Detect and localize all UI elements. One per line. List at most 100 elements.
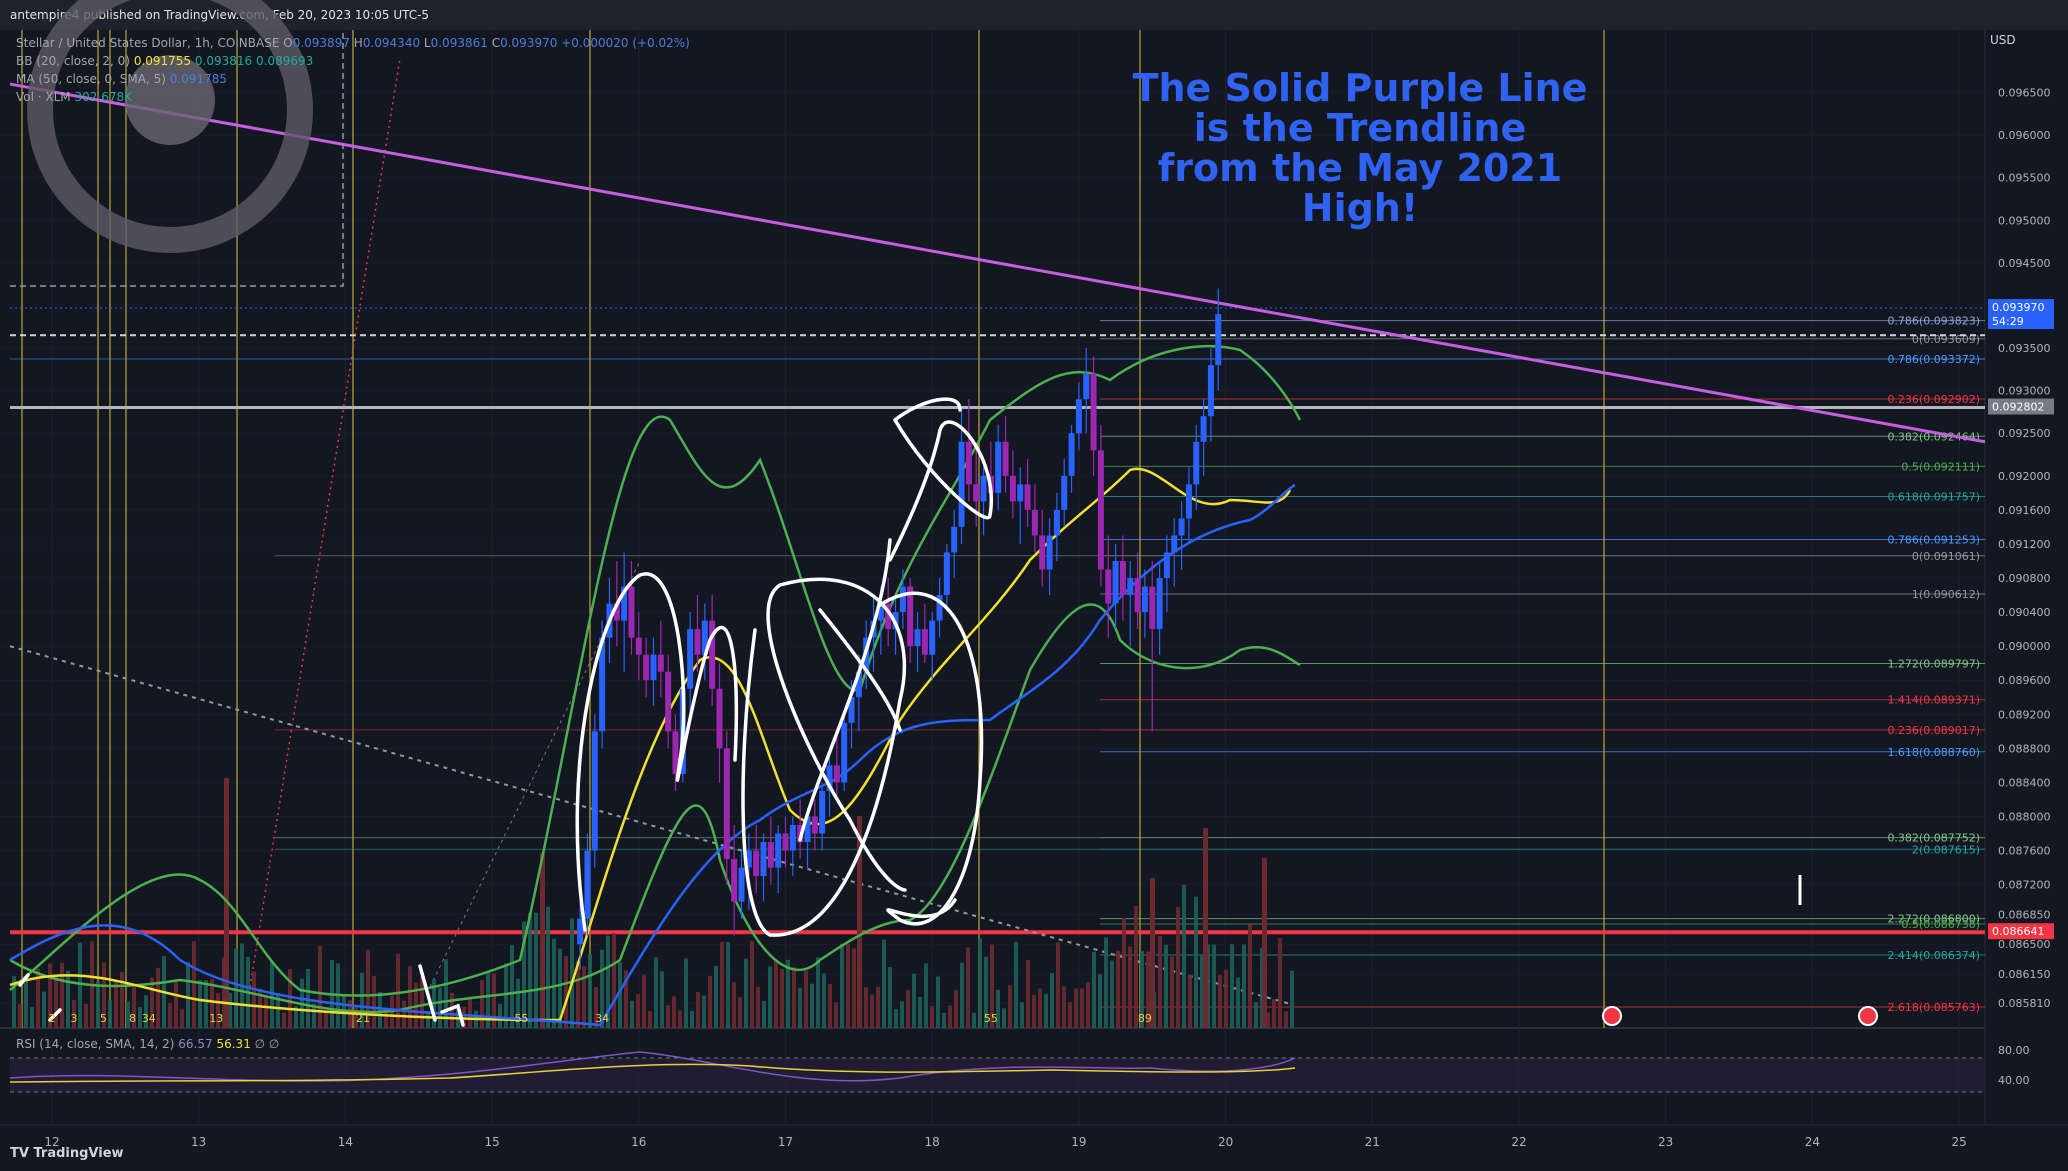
price-tick-label: 0.089200	[1998, 708, 2051, 721]
candle-body	[841, 722, 848, 783]
candle-body	[687, 629, 694, 689]
candle-body	[1200, 416, 1207, 442]
ma-label: MA (50, close, 0, SMA, 5)	[16, 72, 166, 86]
symbol-row[interactable]: Stellar / United States Dollar, 1h, COIN…	[16, 36, 690, 50]
volume-bar	[1008, 985, 1012, 1028]
volume-bar	[846, 943, 850, 1028]
volume-bar	[360, 972, 364, 1028]
volume-bar	[930, 1006, 934, 1028]
price-tag-label: 0.093970	[1992, 301, 2045, 314]
candle-body	[1149, 586, 1156, 630]
volume-bar	[540, 853, 545, 1028]
fib-level-label: 1.618(0.088760)	[1887, 746, 1980, 759]
candle-body	[701, 620, 708, 655]
rsi-band-fill	[10, 1058, 1985, 1092]
purple-trendline	[9, 82, 1986, 444]
volume-bar	[66, 970, 70, 1028]
price-tick-label: 0.090400	[1998, 606, 2051, 619]
volume-bar	[510, 945, 514, 1028]
rsi-legend[interactable]: RSI (14, close, SMA, 14, 2) 66.57 56.31 …	[16, 1037, 279, 1051]
volume-bar	[18, 1004, 22, 1028]
volume-bar	[224, 778, 229, 1028]
volume-bar	[216, 993, 220, 1028]
volume-bar	[816, 957, 820, 1028]
volume-bar	[24, 979, 28, 1028]
volume-bar	[882, 939, 886, 1028]
volume-bar	[384, 1008, 388, 1028]
fib-count-label: 8	[129, 1012, 136, 1025]
candle-body	[907, 586, 914, 647]
volume-bar	[252, 971, 256, 1028]
volume-bar	[1150, 878, 1155, 1028]
economic-event-icon	[1602, 1006, 1622, 1026]
candle-body	[973, 484, 980, 502]
text-annotation[interactable]: The Solid Purple Line is the Trendline f…	[1110, 68, 1610, 228]
volume-bar	[996, 989, 1000, 1028]
volume-bar	[642, 974, 646, 1028]
volume-bar	[576, 960, 580, 1028]
candle-body	[826, 765, 833, 791]
vol-row[interactable]: Vol · XLM 302.678K	[16, 88, 690, 106]
candle-body	[775, 833, 782, 868]
volume-bar	[294, 1006, 298, 1028]
price-tick-label: 0.086500	[1998, 938, 2051, 951]
volume-bar	[1194, 896, 1198, 1028]
candle-body	[1024, 484, 1031, 510]
volume-bar	[1026, 959, 1030, 1028]
ring-center	[125, 55, 215, 145]
volume-bar	[54, 975, 58, 1028]
volume-bar	[174, 979, 178, 1028]
volume-bar	[1080, 988, 1084, 1028]
candle-body	[657, 654, 664, 672]
volume-bar	[732, 982, 736, 1028]
volume-bar	[786, 959, 790, 1028]
volume-bar	[558, 948, 562, 1028]
time-tick-label: 16	[631, 1135, 646, 1149]
volume-bar	[534, 912, 538, 1028]
volume-bar	[1290, 970, 1294, 1028]
volume-bar	[366, 949, 370, 1028]
volume-bar	[36, 968, 40, 1028]
volume-bar	[1074, 988, 1078, 1028]
volume-bar	[1002, 1008, 1006, 1028]
bb-row[interactable]: BB (20, close, 2, 0) 0.091755 0.093816 0…	[16, 52, 690, 70]
volume-bar	[492, 973, 496, 1028]
candle-body	[995, 441, 1002, 493]
volume-bar	[1176, 906, 1180, 1028]
tradingview-brand[interactable]: TV TradingView	[10, 1146, 124, 1161]
candle-body	[665, 671, 672, 732]
volume-bar	[228, 992, 232, 1028]
volume-bar	[804, 970, 808, 1028]
volume-bar	[420, 977, 424, 1028]
rising-dotted-line	[249, 58, 401, 987]
price-tick-label: 0.089600	[1998, 674, 2051, 687]
volume-bar	[600, 949, 604, 1028]
volume-bar	[306, 968, 310, 1028]
rsi-extra: ∅ ∅	[254, 1037, 280, 1051]
volume-bar	[126, 1001, 130, 1028]
volume-bar	[1200, 955, 1204, 1028]
tv-logo-icon: TV	[10, 1146, 34, 1161]
volume-bar	[1284, 1011, 1288, 1028]
freehand-drawing	[798, 538, 902, 842]
volume-bar	[150, 977, 154, 1028]
candle-body	[855, 671, 862, 698]
volume-bar	[1158, 936, 1162, 1028]
volume-bar	[966, 947, 970, 1028]
volume-bar	[888, 966, 892, 1028]
candle-body	[1185, 484, 1192, 519]
volume-bar	[648, 1010, 652, 1028]
volume-bar	[810, 983, 814, 1028]
candle-body	[1061, 475, 1068, 510]
candle-body	[943, 552, 950, 596]
volume-bar	[756, 986, 760, 1028]
volume-bar	[684, 958, 688, 1028]
candle-body	[723, 748, 730, 860]
volume-bar	[876, 986, 880, 1028]
volume-bar	[660, 971, 664, 1028]
fib-level-label: 0.236(0.089017)	[1887, 724, 1980, 737]
vol-value: 302.678K	[74, 90, 132, 104]
ma-row[interactable]: MA (50, close, 0, SMA, 5) 0.091785	[16, 70, 690, 88]
volume-bar	[450, 992, 454, 1028]
